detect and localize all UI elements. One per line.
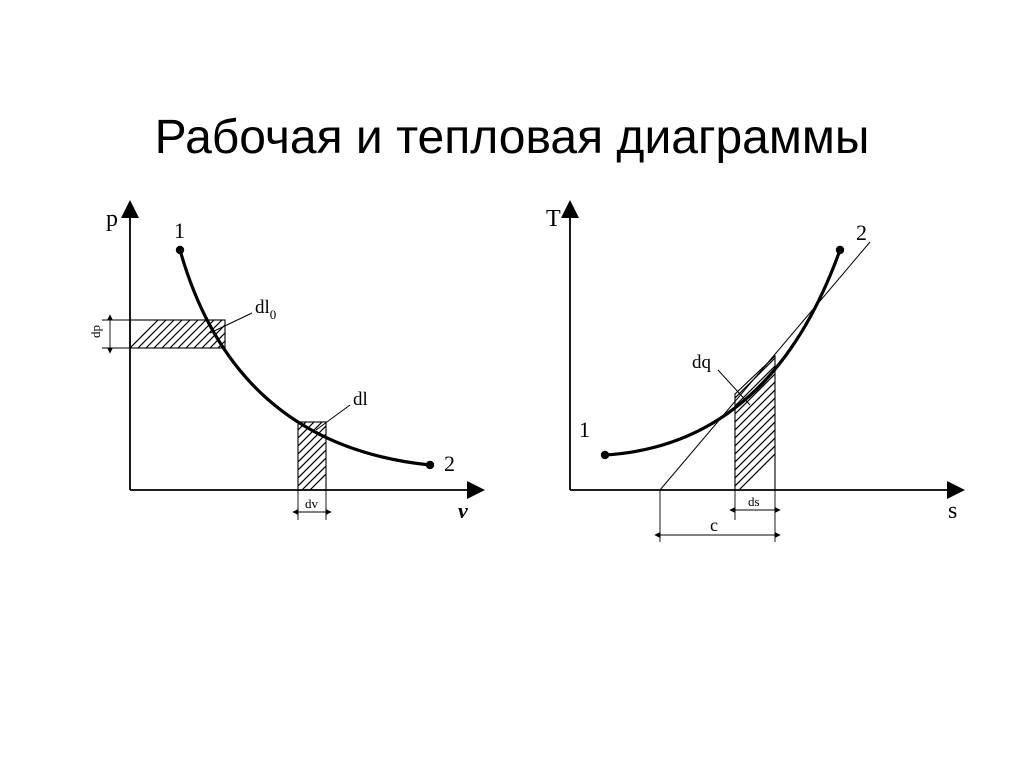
ts-y-label: T (546, 206, 561, 232)
pv-dv-dim-label: dv (305, 496, 319, 511)
ts-c-dim-label: c (710, 515, 718, 535)
pv-point-1 (176, 246, 184, 254)
pv-x-label: v (458, 498, 468, 523)
pv-dl-label: dl (353, 389, 368, 410)
pv-dp-dim-label: dp (88, 325, 103, 338)
pv-dl0-label: dl0 (255, 297, 276, 322)
ts-point-2-label: 2 (856, 220, 867, 245)
pv-y-label: p (106, 206, 118, 232)
pv-dl0-leader (210, 313, 252, 333)
ts-point-1-label: 1 (579, 417, 590, 442)
ts-diagram: T s (510, 190, 980, 570)
pv-point-1-label: 1 (174, 218, 185, 243)
pv-diagram: p v dl0 (60, 190, 490, 570)
pv-dp-strip (122, 320, 246, 356)
pv-dp-dim (102, 320, 130, 348)
pv-dv-strip (290, 386, 334, 510)
page-title: Рабочая и тепловая диаграммы (0, 110, 1024, 165)
pv-point-2-label: 2 (444, 451, 455, 476)
diagrams-container: p v dl0 (0, 190, 1024, 590)
ts-point-2 (836, 246, 844, 254)
pv-dl-leader (316, 405, 350, 430)
ts-x-label: s (948, 498, 957, 524)
pv-curve (180, 250, 430, 465)
ts-dq-label: dq (692, 352, 712, 373)
ts-curve (605, 250, 840, 455)
pv-point-2 (426, 461, 434, 469)
ts-ds-dim-label: ds (748, 494, 760, 509)
ts-point-1 (601, 451, 609, 459)
